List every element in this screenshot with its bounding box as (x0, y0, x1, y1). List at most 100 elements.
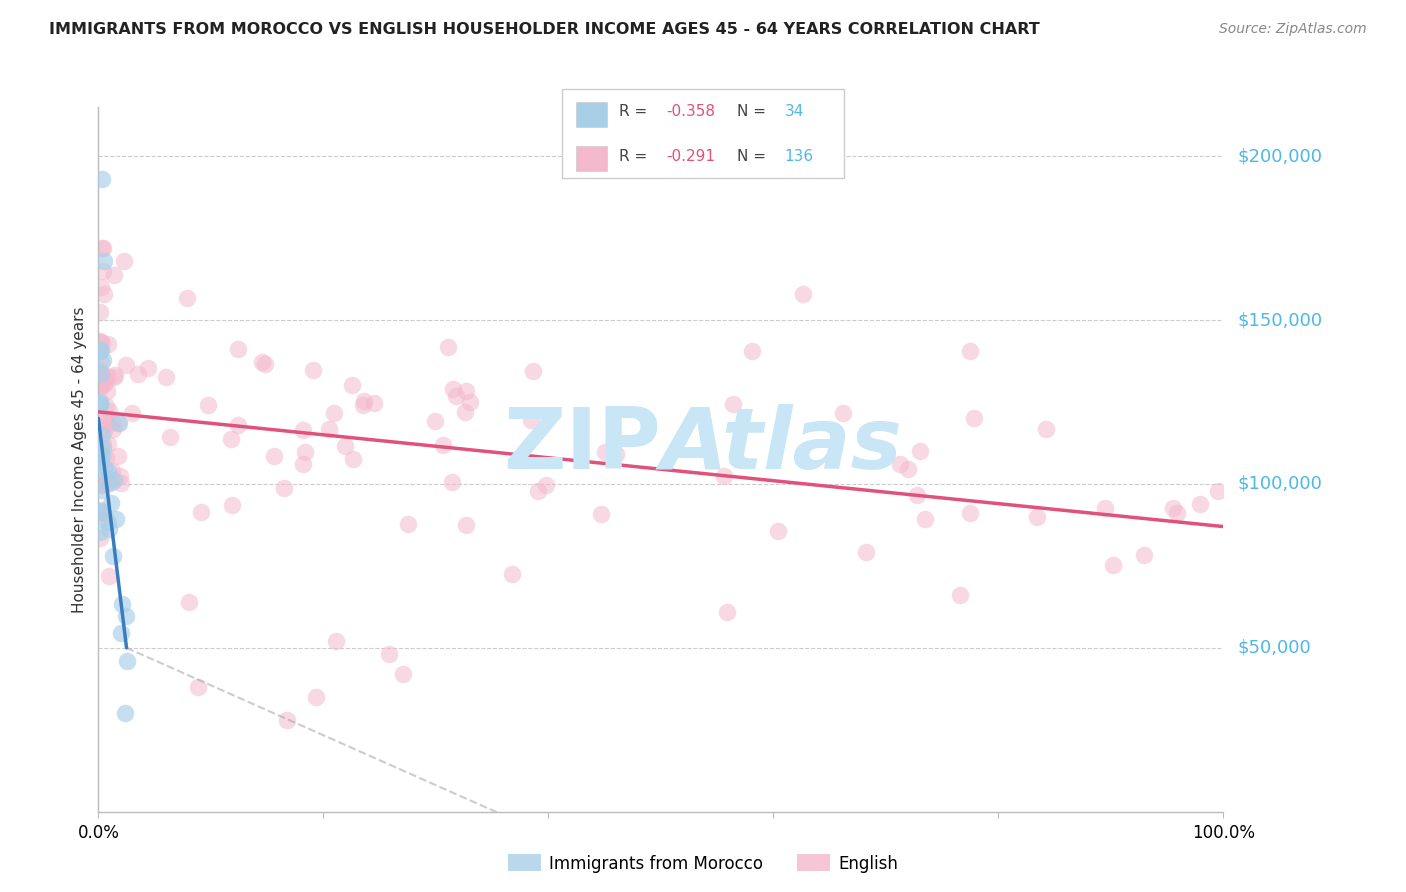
Point (103, 422, 125, 436)
Point (90, 356, 112, 370)
Point (90, 335, 112, 350)
Point (107, 449, 129, 463)
Point (197, 398, 219, 412)
Point (97, 437, 120, 451)
Text: Atlas: Atlas (661, 404, 903, 487)
Point (276, 713, 298, 727)
Point (454, 404, 477, 418)
Text: $150,000: $150,000 (1237, 311, 1322, 329)
Point (96, 384, 118, 398)
Point (104, 368, 127, 382)
Point (89, 447, 111, 461)
Point (318, 422, 340, 436)
Point (440, 475, 463, 489)
Point (101, 549, 124, 564)
Point (294, 445, 316, 459)
Point (108, 416, 131, 430)
Point (105, 512, 128, 526)
Point (121, 406, 143, 420)
Point (949, 588, 972, 602)
Point (89, 397, 111, 411)
Point (90, 367, 112, 381)
Point (263, 450, 285, 464)
Point (441, 382, 464, 396)
Point (100, 464, 122, 478)
Point (1189, 497, 1212, 511)
Point (520, 413, 543, 427)
Text: 136: 136 (785, 149, 814, 163)
Point (292, 424, 315, 438)
Point (1102, 558, 1125, 573)
Point (93, 352, 115, 367)
Point (89, 366, 111, 380)
Point (112, 254, 135, 268)
Text: N =: N = (737, 104, 770, 119)
Point (226, 342, 249, 356)
Text: ZIP: ZIP (503, 404, 661, 487)
Point (378, 648, 401, 662)
Point (89, 378, 111, 392)
Point (93, 254, 115, 268)
Point (352, 398, 374, 412)
Point (115, 654, 138, 668)
Point (136, 360, 159, 375)
Point (792, 287, 814, 301)
Point (155, 370, 177, 384)
Point (91, 506, 114, 520)
Point (89, 335, 111, 350)
FancyBboxPatch shape (576, 146, 607, 171)
Point (94, 410, 117, 425)
Point (723, 396, 745, 410)
Point (97, 515, 120, 529)
FancyBboxPatch shape (562, 89, 844, 178)
Text: $50,000: $50,000 (1237, 639, 1310, 657)
Point (110, 476, 132, 491)
Point (605, 447, 627, 461)
Point (595, 445, 617, 459)
Point (91, 428, 114, 442)
Text: N =: N = (737, 149, 770, 163)
Point (526, 484, 548, 499)
Point (96, 451, 118, 466)
Point (392, 667, 415, 681)
Point (176, 292, 198, 306)
Point (1166, 506, 1188, 520)
Point (159, 429, 181, 443)
Point (97, 337, 120, 351)
Text: 34: 34 (785, 104, 804, 119)
Point (1094, 501, 1116, 516)
Point (713, 468, 735, 483)
Point (226, 417, 249, 432)
Point (501, 567, 523, 582)
Point (253, 357, 276, 371)
Point (353, 394, 375, 409)
Point (91, 437, 114, 451)
Point (94, 422, 117, 436)
Point (363, 396, 385, 410)
Point (591, 507, 613, 521)
Point (96, 374, 118, 388)
Point (1035, 422, 1057, 436)
Text: $100,000: $100,000 (1237, 475, 1322, 493)
Point (90, 502, 112, 516)
Point (89, 477, 111, 491)
Point (91, 441, 114, 455)
Point (115, 609, 138, 624)
Point (127, 368, 149, 382)
Point (190, 505, 212, 519)
Point (1133, 548, 1156, 562)
Point (114, 706, 136, 721)
Point (103, 473, 125, 487)
Point (89, 524, 111, 539)
Point (342, 452, 364, 467)
Text: Source: ZipAtlas.com: Source: ZipAtlas.com (1219, 22, 1367, 37)
Point (90, 343, 112, 357)
Point (97, 569, 120, 583)
Point (89, 381, 111, 395)
Point (323, 406, 346, 420)
Point (458, 395, 481, 409)
Point (101, 415, 124, 429)
Point (1161, 501, 1184, 516)
Point (91, 241, 114, 255)
Text: R =: R = (619, 149, 652, 163)
